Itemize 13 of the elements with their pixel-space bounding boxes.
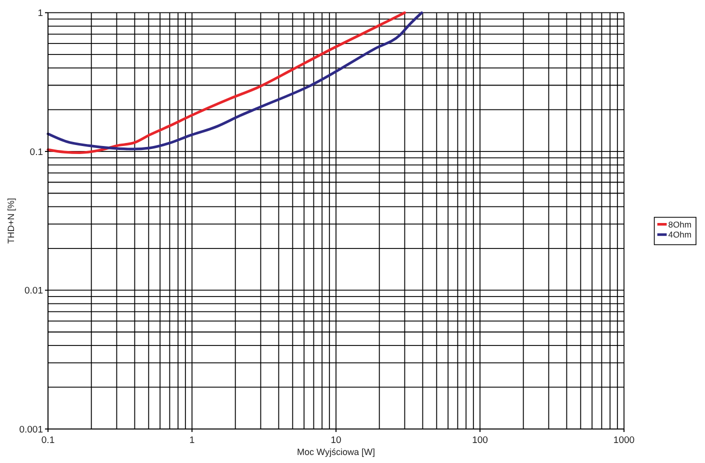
x-tick-label: 1 (189, 435, 195, 446)
x-tick-label: 0.1 (41, 435, 55, 446)
y-axis-title: THD+N [%] (6, 198, 16, 244)
x-tick-label: 100 (472, 435, 488, 446)
legend-label: 4Ohm (668, 230, 692, 240)
y-tick-label: 0.1 (30, 146, 43, 158)
x-tick-label: 10 (330, 435, 342, 446)
y-tick-label: 0.001 (19, 424, 43, 436)
x-axis-title: Moc Wyjściowa [W] (297, 447, 375, 457)
x-tick-label: 1000 (613, 435, 635, 446)
y-tick-label: 0.01 (24, 286, 43, 297)
legend-label: 8Ohm (668, 219, 692, 230)
y-tick-label: 1 (38, 8, 43, 19)
